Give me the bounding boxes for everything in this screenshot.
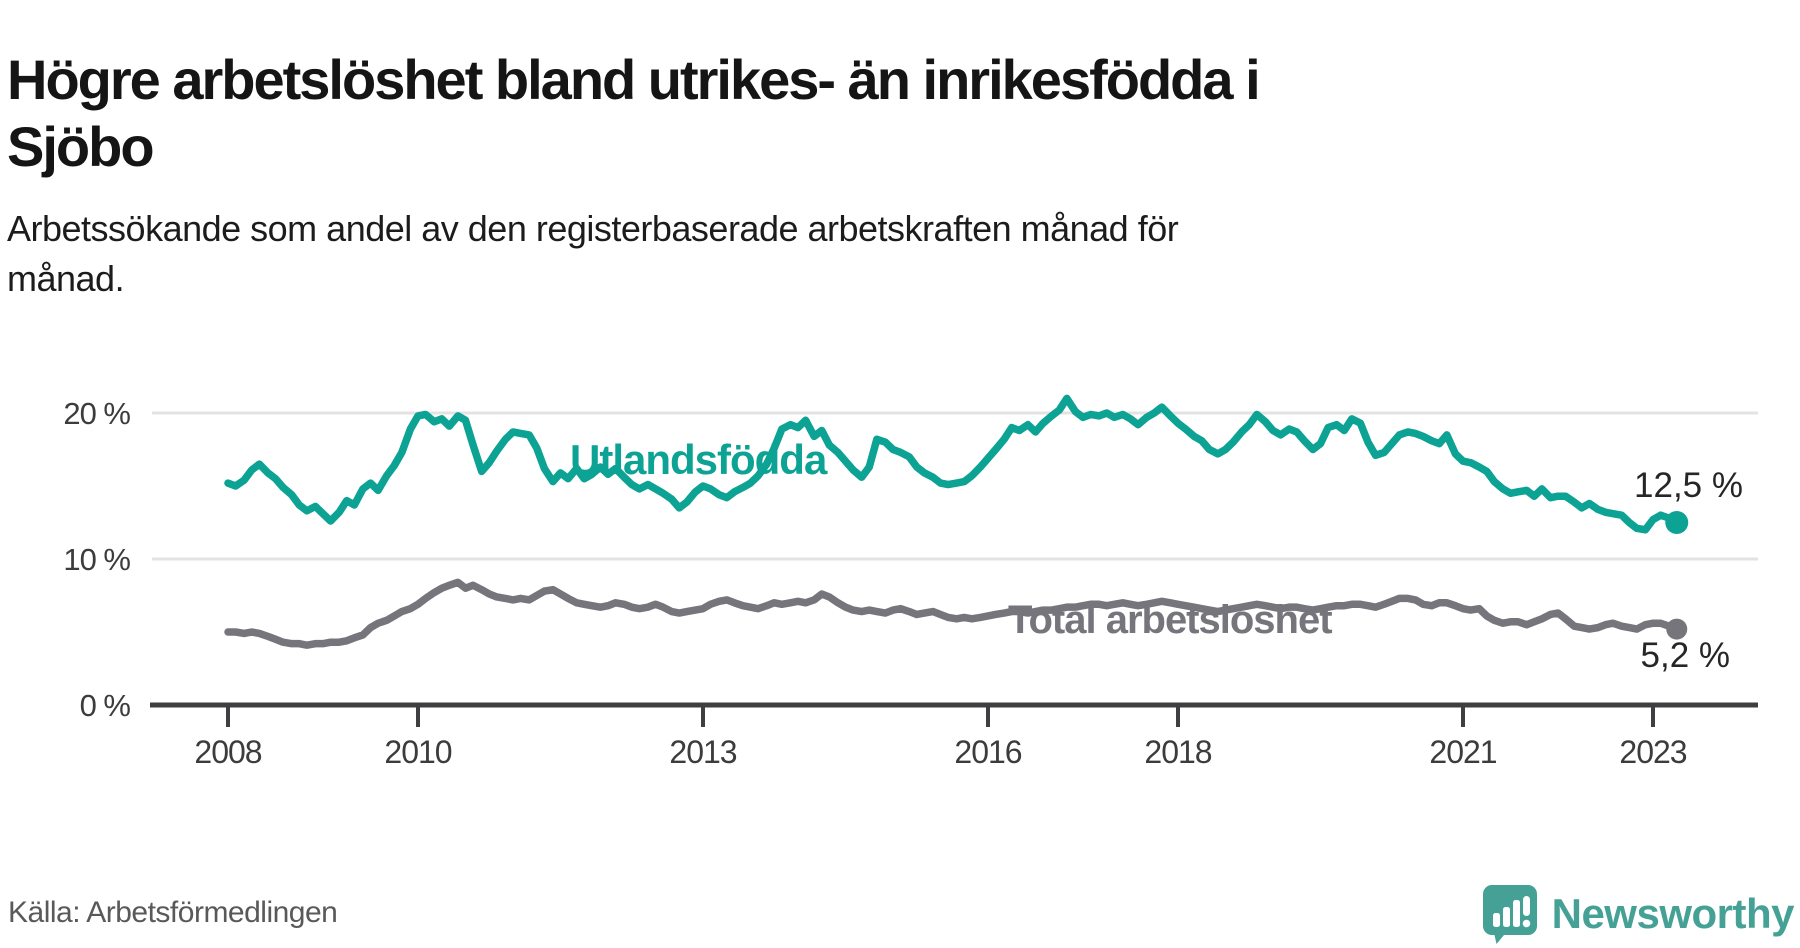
- end-value-label-total: 5,2 %: [1640, 636, 1731, 675]
- end-value-label-utlandsfodda: 12,5 %: [1634, 466, 1743, 505]
- series-line-total-arbetsloshet: [224, 578, 1681, 649]
- series-label-total-arbetsloshet: Total arbetslöshet: [1008, 598, 1333, 642]
- series-label-utlandsfodda: Utlandsfödda: [570, 436, 827, 483]
- x-tick-label: 2018: [1144, 734, 1211, 770]
- x-tick-label: 2023: [1619, 734, 1686, 770]
- y-tick-label: 20 %: [63, 396, 130, 431]
- x-tick-label: 2013: [669, 734, 736, 770]
- x-tick-label: 2016: [954, 734, 1021, 770]
- series-line-utlandsfodda: [224, 394, 1681, 534]
- chart-subtitle: Arbetssökande som andel av den registerb…: [7, 208, 1179, 300]
- y-tick-label: 0 %: [80, 688, 131, 723]
- endpoint-dot-total-arbetsloshet: [1666, 618, 1688, 640]
- source-note: Källa: Arbetsförmedlingen: [8, 896, 338, 929]
- endpoint-dot-utlandsfodda: [1665, 511, 1689, 534]
- newsworthy-wordmark[interactable]: Newsworthy: [1551, 890, 1795, 937]
- x-tick-label: 2010: [384, 734, 451, 770]
- bar-chart-speech-bubble-icon: [1482, 885, 1537, 944]
- y-tick-label: 10 %: [63, 542, 130, 577]
- x-tick-label: 2021: [1429, 734, 1496, 770]
- x-tick-label: 2008: [194, 734, 261, 770]
- page-title: Högre arbetslöshet bland utrikes- än inr…: [7, 47, 1261, 178]
- newsworthy-logo[interactable]: Newsworthy: [1482, 884, 1795, 944]
